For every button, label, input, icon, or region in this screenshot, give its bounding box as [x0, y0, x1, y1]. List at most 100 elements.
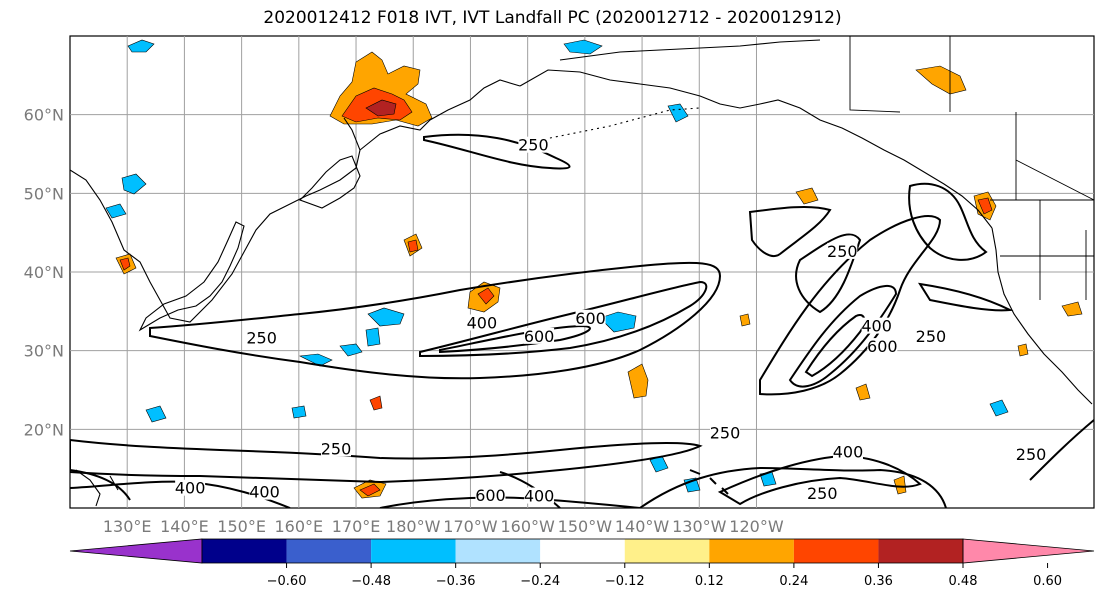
negative-anomaly-patch [127, 39, 155, 53]
positive-anomaly-patch [893, 475, 907, 495]
positive-anomaly-patch [915, 65, 967, 95]
contour-label: 250 [710, 424, 741, 443]
ivt-contour-250 [795, 233, 862, 314]
contour-label-bg [518, 136, 549, 153]
positive-anomaly-patch [407, 239, 419, 253]
contour-label: 400 [833, 443, 864, 462]
north-america-coastline [991, 227, 1093, 405]
colorbar-bin [202, 539, 287, 563]
positive-anomaly-patch [477, 287, 495, 305]
negative-anomaly-patch [667, 103, 689, 123]
ivt-contour-250 [748, 205, 832, 258]
negative-anomaly-patch [121, 173, 147, 195]
hawaii-islands [689, 469, 729, 495]
colorbar-tick-label: 0.12 [695, 574, 724, 589]
political-boundaries [849, 36, 1094, 300]
latitude-labels: 20°N 30°N 40°N 50°N 60°N [24, 106, 64, 440]
ivt-contour-250 [149, 261, 722, 380]
longitude-tick-label: 170°W [443, 517, 498, 536]
positive-anomaly-patch [627, 363, 649, 399]
contour-label: 600 [575, 309, 606, 328]
map-title: 2020012412 F018 IVT, IVT Landfall PC (20… [263, 8, 842, 28]
alaska-canada-border [849, 36, 901, 113]
asia-coastline [70, 117, 361, 323]
contour-label: 250 [916, 327, 947, 346]
ivt-contour-250 [908, 182, 988, 261]
positive-anomaly-patch [365, 99, 397, 117]
longitude-tick-label: 140°E [160, 517, 209, 536]
latitude-tick-label: 40°N [24, 263, 64, 282]
longitude-tick-label: 140°W [615, 517, 670, 536]
us-states [1000, 200, 1094, 300]
contour-label-bg [710, 424, 741, 441]
colorbar-bin [709, 539, 794, 563]
negative-anomaly-patch [367, 307, 405, 327]
colorbar-ticks: −0.60 −0.48 −0.36 −0.24 −0.12 0.12 0.24 0.36 0.4… [267, 563, 1062, 589]
colorbar-tick-label: 0.36 [864, 574, 893, 589]
colorbar-tick-label: −0.36 [436, 574, 476, 589]
latitude-tick-label: 20°N [24, 420, 64, 439]
contour-label: 600 [475, 486, 506, 505]
colorbar-bin [540, 539, 625, 563]
contour-label: 400 [524, 487, 555, 506]
colorbar-under-triangle [69, 538, 203, 564]
contour-label: 400 [249, 483, 280, 502]
positive-anomaly-patch [855, 383, 871, 401]
ivt-contour-600 [439, 324, 591, 354]
contour-label-bg [524, 487, 555, 504]
contour-label-bg [827, 242, 858, 259]
negative-anomaly-patch [298, 353, 333, 367]
ivt-contour-250 [639, 466, 947, 508]
colorbar-tick-label: 0.24 [779, 574, 808, 589]
ivt-contour-250 [918, 282, 1014, 312]
colorbar-tick-label: −0.60 [267, 574, 307, 589]
longitude-tick-label: 160°E [274, 517, 323, 536]
contour-label-bg [175, 479, 206, 496]
colorbar-tick-label: −0.24 [520, 574, 560, 589]
ivt-contours [70, 133, 1094, 508]
negative-anomaly-patch [683, 477, 701, 493]
negative-anomaly-patch [145, 405, 167, 423]
contour-label-bg [321, 440, 352, 457]
positive-anomaly-shading [115, 51, 1083, 499]
ivt-contour-600 [379, 496, 641, 508]
contour-label: 400 [175, 479, 206, 498]
contour-label: 600 [867, 337, 898, 356]
latitude-tick-label: 30°N [24, 342, 64, 361]
japan-coastline [138, 221, 245, 332]
contour-label-bg [861, 317, 892, 334]
kamchatka-coastline [299, 155, 361, 209]
positive-anomaly-patch [369, 395, 383, 411]
negative-anomaly-patch [365, 327, 381, 347]
contour-label: 600 [524, 327, 555, 346]
ivt-contour-250 [759, 215, 942, 396]
contour-label-bg [575, 309, 606, 326]
positive-anomaly-patch [977, 197, 993, 215]
colorbar-bin [286, 539, 372, 563]
colorbar-bin [455, 539, 541, 563]
canada-provinces [949, 36, 1094, 201]
contour-label: 250 [807, 484, 838, 503]
arctic-coastline [559, 39, 821, 61]
negative-anomaly-patch [989, 399, 1009, 417]
negative-anomaly-shading [105, 39, 1009, 493]
bering-coastline [359, 79, 521, 151]
positive-anomaly-patch [119, 257, 131, 271]
ivt-contour-250 [423, 133, 571, 170]
graticule [70, 36, 1094, 508]
contour-label-bg [249, 483, 280, 500]
contour-label: 400 [467, 313, 498, 332]
alaska-coastline [519, 69, 993, 229]
longitude-tick-label: 130°E [103, 517, 152, 536]
colorbar: −0.60 −0.48 −0.36 −0.24 −0.12 0.12 0.24 0.36 0.4… [69, 538, 1095, 589]
contour-label-bg [833, 443, 864, 460]
positive-anomaly-patch [795, 187, 819, 205]
colorbar-bins [202, 539, 963, 563]
longitude-tick-label: 180°W [386, 517, 441, 536]
longitude-tick-label: 130°W [672, 517, 727, 536]
ivt-contour-400 [788, 285, 898, 388]
longitude-tick-label: 150°E [217, 517, 266, 536]
negative-anomaly-patch [599, 311, 637, 333]
